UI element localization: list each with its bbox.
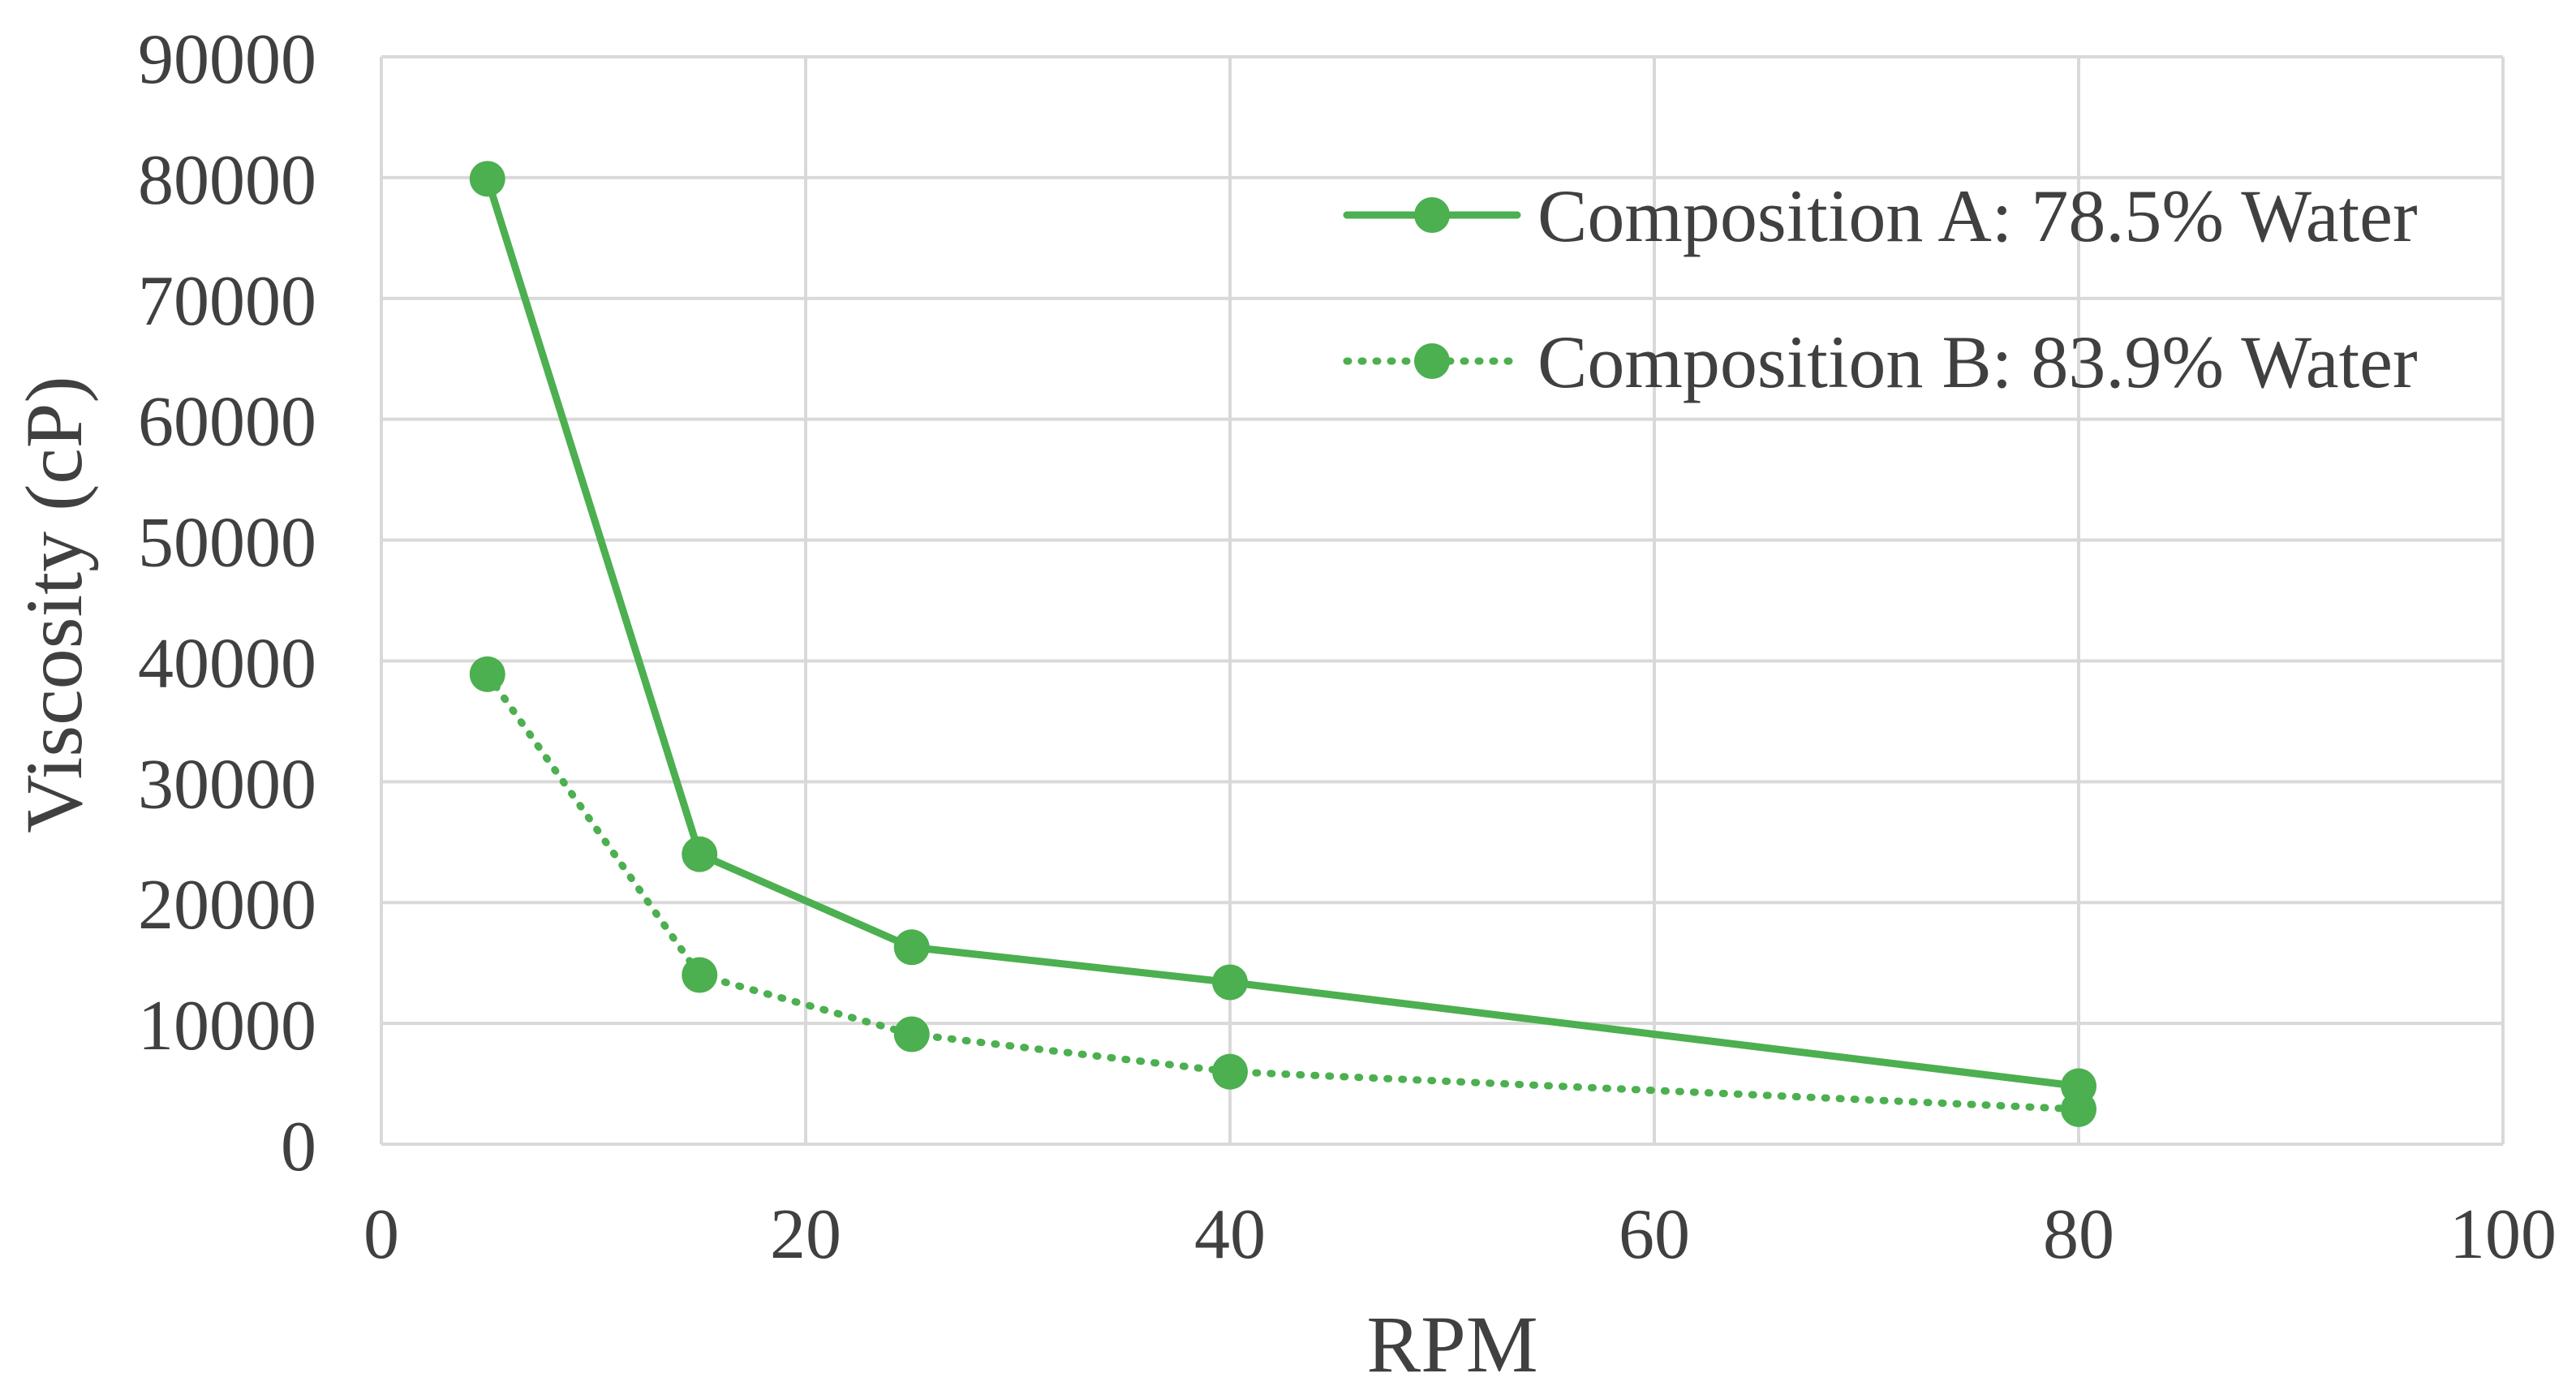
y-tick-label: 0 (281, 1108, 316, 1186)
series (469, 161, 2096, 1127)
y-tick-label: 60000 (138, 383, 316, 462)
legend-label: Composition B: 83.9% Water (1537, 321, 2418, 403)
series-line-a (484, 174, 2083, 1091)
data-point (682, 957, 718, 993)
series-line-b (484, 670, 2083, 1113)
y-tick-label: 70000 (138, 262, 316, 341)
data-point (469, 656, 505, 692)
x-tick-label: 100 (2449, 1195, 2557, 1274)
y-axis-title: Viscosity (cP) (9, 376, 99, 833)
y-tick-label: 80000 (138, 141, 316, 220)
legend-label: Composition A: 78.5% Water (1537, 174, 2418, 257)
y-tick-label: 40000 (138, 624, 316, 703)
x-tick-label: 80 (2043, 1195, 2114, 1274)
grid (380, 55, 2505, 1146)
y-tick-label: 10000 (138, 987, 316, 1065)
x-tick-label: 40 (1194, 1195, 1266, 1274)
data-point (1212, 1053, 1248, 1090)
x-axis-title: RPM (1366, 1299, 1537, 1389)
x-tick-label: 60 (1619, 1195, 1690, 1274)
data-point (682, 836, 718, 872)
y-tick-label: 30000 (138, 745, 316, 824)
data-point (2061, 1091, 2096, 1127)
y-tick-label: 90000 (138, 20, 316, 99)
x-tick-label: 20 (770, 1195, 841, 1274)
legend-marker (1414, 343, 1450, 379)
legend: Composition A: 78.5% Water Composition B:… (1343, 174, 2418, 403)
data-point (1212, 964, 1248, 1001)
axes: 0 10000 20000 30000 40000 50000 60000 70000 8000… (138, 20, 2557, 1274)
y-tick-label: 20000 (138, 866, 316, 945)
legend-marker (1414, 197, 1450, 233)
x-tick-label: 0 (363, 1195, 399, 1274)
data-point (469, 161, 505, 197)
data-point (893, 929, 930, 966)
y-tick-label: 50000 (138, 504, 316, 583)
data-point (893, 1016, 930, 1052)
